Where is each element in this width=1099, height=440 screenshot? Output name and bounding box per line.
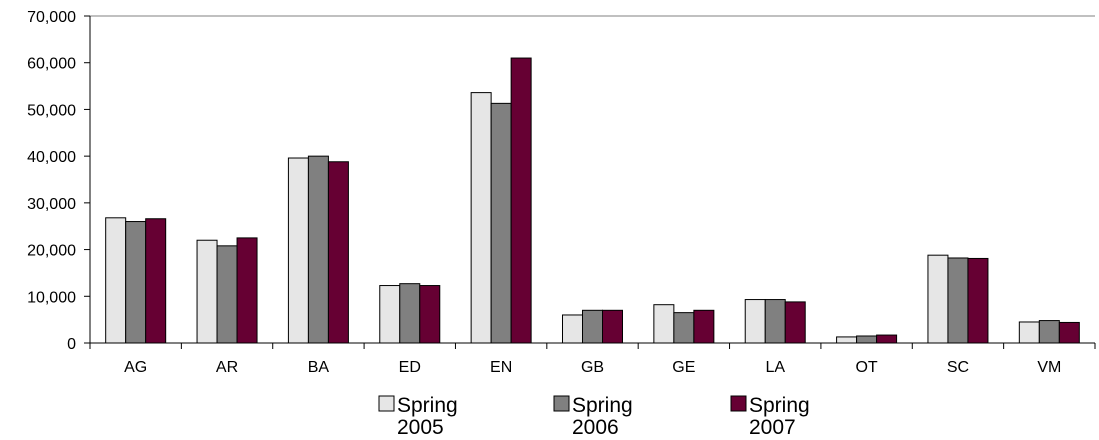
bar-ar-series-1: [196, 239, 218, 344]
bar-ed-series-3: [419, 285, 441, 344]
x-tick-label: GB: [581, 359, 604, 376]
bar-ed-series-1: [379, 285, 401, 344]
y-tick-label: 60,000: [27, 56, 76, 73]
legend-swatch-1: [378, 395, 395, 412]
legend-swatch-3: [730, 395, 747, 412]
bar-ag-series-3: [145, 218, 167, 344]
bar-ag-series-1: [105, 217, 127, 344]
x-tick-label: AR: [216, 359, 238, 376]
bar-vm-series-1: [1018, 321, 1040, 344]
legend-label-line1: Spring: [749, 394, 810, 417]
x-tick-label: GE: [672, 359, 695, 376]
legend-label-line1: Spring: [397, 394, 458, 417]
bar-ba-series-1: [287, 157, 309, 344]
bar-en-series-2: [490, 102, 512, 344]
x-tick-label: EN: [490, 359, 512, 376]
bar-la-series-2: [764, 299, 786, 344]
bar-en-series-3: [510, 57, 532, 344]
legend-label-line2: 2007: [749, 416, 796, 439]
bar-gb-series-3: [602, 309, 623, 344]
x-axis-ticks: AG AR BA ED EN GB GE LA OT SC VM: [89, 343, 1096, 376]
bar-la-series-3: [784, 301, 806, 344]
bar-ge-series-1: [653, 304, 675, 344]
legend-label-line2: 2005: [397, 416, 444, 439]
bar-sc-series-1: [927, 254, 949, 344]
bar-ar-series-2: [216, 245, 238, 344]
bar-la-series-1: [744, 299, 766, 344]
legend-label-line2: 2006: [572, 416, 619, 439]
y-tick-label: 40,000: [27, 149, 76, 166]
bar-ot-series-1: [836, 336, 858, 344]
y-tick-label: 70,000: [27, 9, 76, 26]
bar-vm-series-2: [1038, 320, 1060, 344]
x-tick-label: VM: [1037, 359, 1061, 376]
bar-ag-series-2: [125, 221, 147, 344]
y-tick-label: 10,000: [27, 289, 76, 306]
bar-ba-series-2: [307, 155, 329, 344]
x-tick-label: LA: [765, 359, 785, 376]
legend-label-line1: Spring: [572, 394, 633, 417]
legend-swatch-2: [553, 395, 570, 412]
bar-sc-series-2: [947, 257, 969, 344]
bar-ot-series-3: [876, 334, 898, 344]
x-tick-label: OT: [855, 359, 877, 376]
bar-ge-series-3: [693, 309, 715, 344]
bar-vm-series-3: [1058, 321, 1080, 344]
x-tick-label: SC: [947, 359, 969, 376]
bar-ge-series-2: [673, 312, 695, 344]
y-tick-label: 50,000: [27, 102, 76, 119]
x-tick-label: ED: [399, 359, 421, 376]
bar-ot-series-2: [856, 335, 878, 344]
bar-gb-series-2: [582, 309, 603, 344]
y-axis-ticks: 0 10,000 20,000 30,000 40,000 50,000 60,000 70,…: [27, 9, 90, 353]
bar-ar-series-3: [236, 237, 258, 344]
x-tick-label: BA: [308, 359, 330, 376]
bar-en-series-1: [470, 92, 492, 344]
x-tick-label: AG: [124, 359, 147, 376]
bar-ba-series-3: [327, 161, 349, 344]
y-tick-label: 20,000: [27, 243, 76, 260]
bar-gb-series-1: [562, 314, 583, 344]
y-tick-label: 30,000: [27, 196, 76, 213]
bar-ed-series-2: [399, 283, 421, 344]
bar-sc-series-3: [967, 257, 989, 344]
y-tick-label: 0: [67, 336, 76, 353]
bars: [105, 57, 1080, 344]
